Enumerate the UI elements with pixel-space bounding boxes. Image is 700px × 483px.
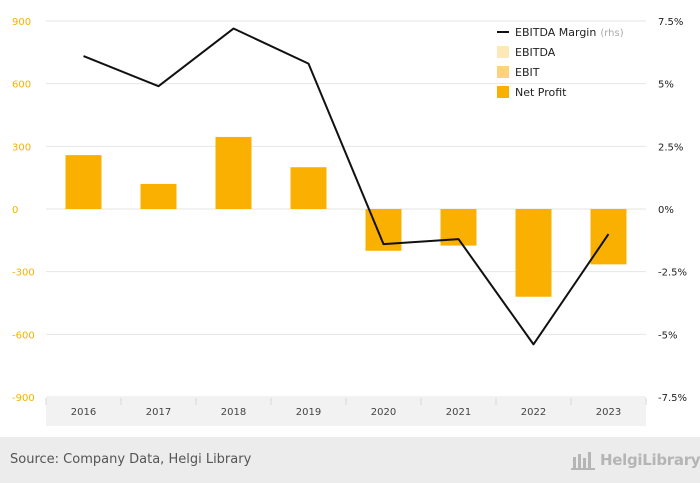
- x-tick-label: 2017: [146, 407, 171, 418]
- x-tick-label: 2021: [446, 407, 471, 418]
- x-tick-label: 2016: [71, 407, 96, 418]
- source-note: Source: Company Data, Helgi Library: [10, 452, 252, 467]
- legend-label: EBITDA: [515, 46, 556, 59]
- bar-net-profit: [140, 183, 177, 209]
- bar-net-profit: [590, 209, 627, 265]
- x-tick-label: 2023: [596, 407, 621, 418]
- bar-net-profit: [515, 209, 552, 297]
- legend-bar-swatch: [497, 86, 509, 98]
- y-right-tick-label: 0%: [658, 205, 674, 216]
- y-right-tick-label: 5%: [658, 80, 674, 91]
- y-left-tick-label: 0: [12, 205, 18, 216]
- legend-label: EBITDA Margin (rhs): [515, 26, 624, 39]
- y-right-tick-label: -5%: [658, 330, 677, 341]
- y-right-tick-label: -2.5%: [658, 268, 687, 279]
- bar-net-profit: [65, 155, 102, 209]
- legend-label: Net Profit: [515, 86, 567, 99]
- bar-net-profit: [215, 136, 252, 209]
- bar-net-profit: [290, 167, 327, 209]
- x-tick-label: 2020: [371, 407, 396, 418]
- legend-bar-swatch: [497, 46, 509, 58]
- chart: 900 600 300 0 -300 -600 -900 7.5% 5% 2.5% 0% -2.5% -…: [12, 17, 687, 426]
- y-right-tick-label: 7.5%: [658, 17, 683, 28]
- library-icon: [571, 452, 595, 470]
- legend-label: EBIT: [515, 66, 540, 79]
- y-left-tick-label: 600: [12, 80, 31, 91]
- x-tick-label: 2022: [521, 407, 546, 418]
- legend-rhs-note: (rhs): [600, 28, 623, 39]
- y-right-tick-label: -7.5%: [658, 393, 687, 404]
- y-left-tick-label: -900: [12, 393, 35, 404]
- legend-bar-swatch: [497, 66, 509, 78]
- y-left-tick-label: -600: [12, 330, 35, 341]
- brand-name: HelgiLibrary: [600, 451, 700, 469]
- line-ebitda-margin: [83, 27, 610, 346]
- y-left-tick-label: 300: [12, 142, 31, 153]
- x-tick-label: 2019: [296, 407, 321, 418]
- brand-logo: HelgiLibrary: [570, 447, 700, 473]
- y-left-tick-label: 900: [12, 17, 31, 28]
- y-right-tick-label: 2.5%: [658, 142, 683, 153]
- x-tick-label: 2018: [221, 407, 246, 418]
- y-left-tick-label: -300: [12, 268, 35, 279]
